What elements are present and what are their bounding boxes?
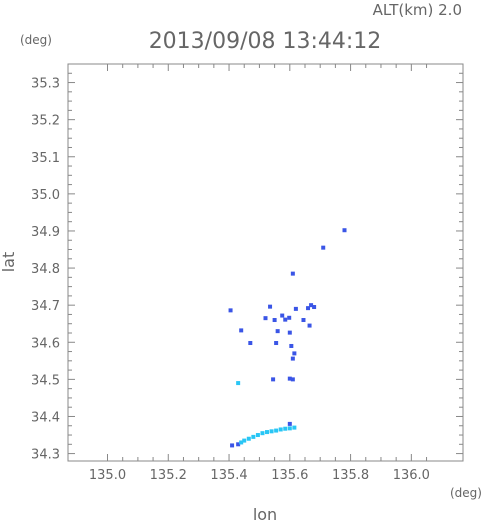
y-tick-label: 34.8	[31, 262, 60, 277]
data-point	[272, 318, 277, 323]
data-point	[242, 438, 247, 443]
data-point	[246, 436, 251, 441]
altitude-label: ALT(km) 2.0	[373, 1, 462, 19]
timestamp-title: 2013/09/08 13:44:12	[149, 29, 382, 54]
data-point	[269, 429, 274, 434]
data-point	[287, 315, 292, 320]
data-point	[248, 341, 253, 346]
data-point	[263, 316, 268, 321]
data-point	[306, 306, 311, 311]
x-unit-label: (deg)	[450, 486, 482, 500]
data-point	[275, 329, 280, 334]
y-tick-label: 34.9	[31, 225, 60, 240]
data-point	[271, 377, 276, 382]
y-tick-label: 34.3	[31, 448, 60, 463]
x-tick-label: 135.8	[332, 468, 369, 483]
data-point	[292, 351, 297, 356]
data-point	[309, 303, 314, 308]
data-point	[228, 308, 233, 313]
data-point	[290, 271, 295, 276]
y-tick-label: 34.6	[31, 336, 60, 351]
data-point	[290, 356, 295, 361]
data-point	[268, 304, 273, 309]
y-tick-label: 35.2	[31, 114, 60, 129]
data-point	[290, 377, 295, 382]
data-point	[342, 228, 347, 233]
data-points	[228, 228, 347, 448]
data-point	[312, 305, 317, 310]
data-point	[292, 425, 297, 430]
data-point	[287, 376, 292, 381]
data-point	[278, 427, 283, 432]
x-tick-label: 135.6	[271, 468, 308, 483]
data-point	[265, 430, 270, 435]
x-tick-label: 135.2	[150, 468, 187, 483]
data-point	[289, 343, 294, 348]
y-tick-label: 34.7	[31, 299, 60, 314]
plot-frame	[67, 63, 464, 462]
axis-ticks: 135.0 135.2 135.4 135.6 135.8 136.0 34.3 34.4 34…	[31, 64, 463, 483]
y-unit-label: (deg)	[20, 33, 52, 47]
data-point	[274, 428, 279, 433]
y-tick-label: 34.4	[31, 410, 60, 425]
y-axis-label: lat	[0, 252, 18, 273]
data-point	[236, 381, 241, 386]
y-tick-label: 35.1	[31, 151, 60, 166]
data-point	[287, 426, 292, 431]
data-point	[301, 318, 306, 323]
data-point	[287, 330, 292, 335]
y-tick-label: 35.3	[31, 77, 60, 92]
data-point	[321, 245, 326, 250]
data-point	[280, 313, 285, 318]
data-point	[255, 433, 260, 438]
data-point	[293, 306, 298, 311]
data-point	[274, 341, 279, 346]
x-tick-label: 135.4	[210, 468, 247, 483]
y-tick-label: 35.0	[31, 188, 60, 203]
y-tick-label: 34.5	[31, 373, 60, 388]
x-tick-label: 135.0	[89, 468, 126, 483]
data-point	[283, 426, 288, 431]
data-point	[239, 440, 244, 445]
data-point	[230, 443, 235, 448]
data-point	[283, 317, 288, 322]
x-tick-label: 136.0	[393, 468, 430, 483]
data-point	[260, 431, 265, 436]
data-point	[307, 323, 312, 328]
data-point	[251, 434, 256, 439]
data-point	[236, 442, 241, 447]
data-point	[287, 421, 292, 426]
x-axis-label: lon	[253, 505, 277, 521]
data-point	[239, 328, 244, 333]
